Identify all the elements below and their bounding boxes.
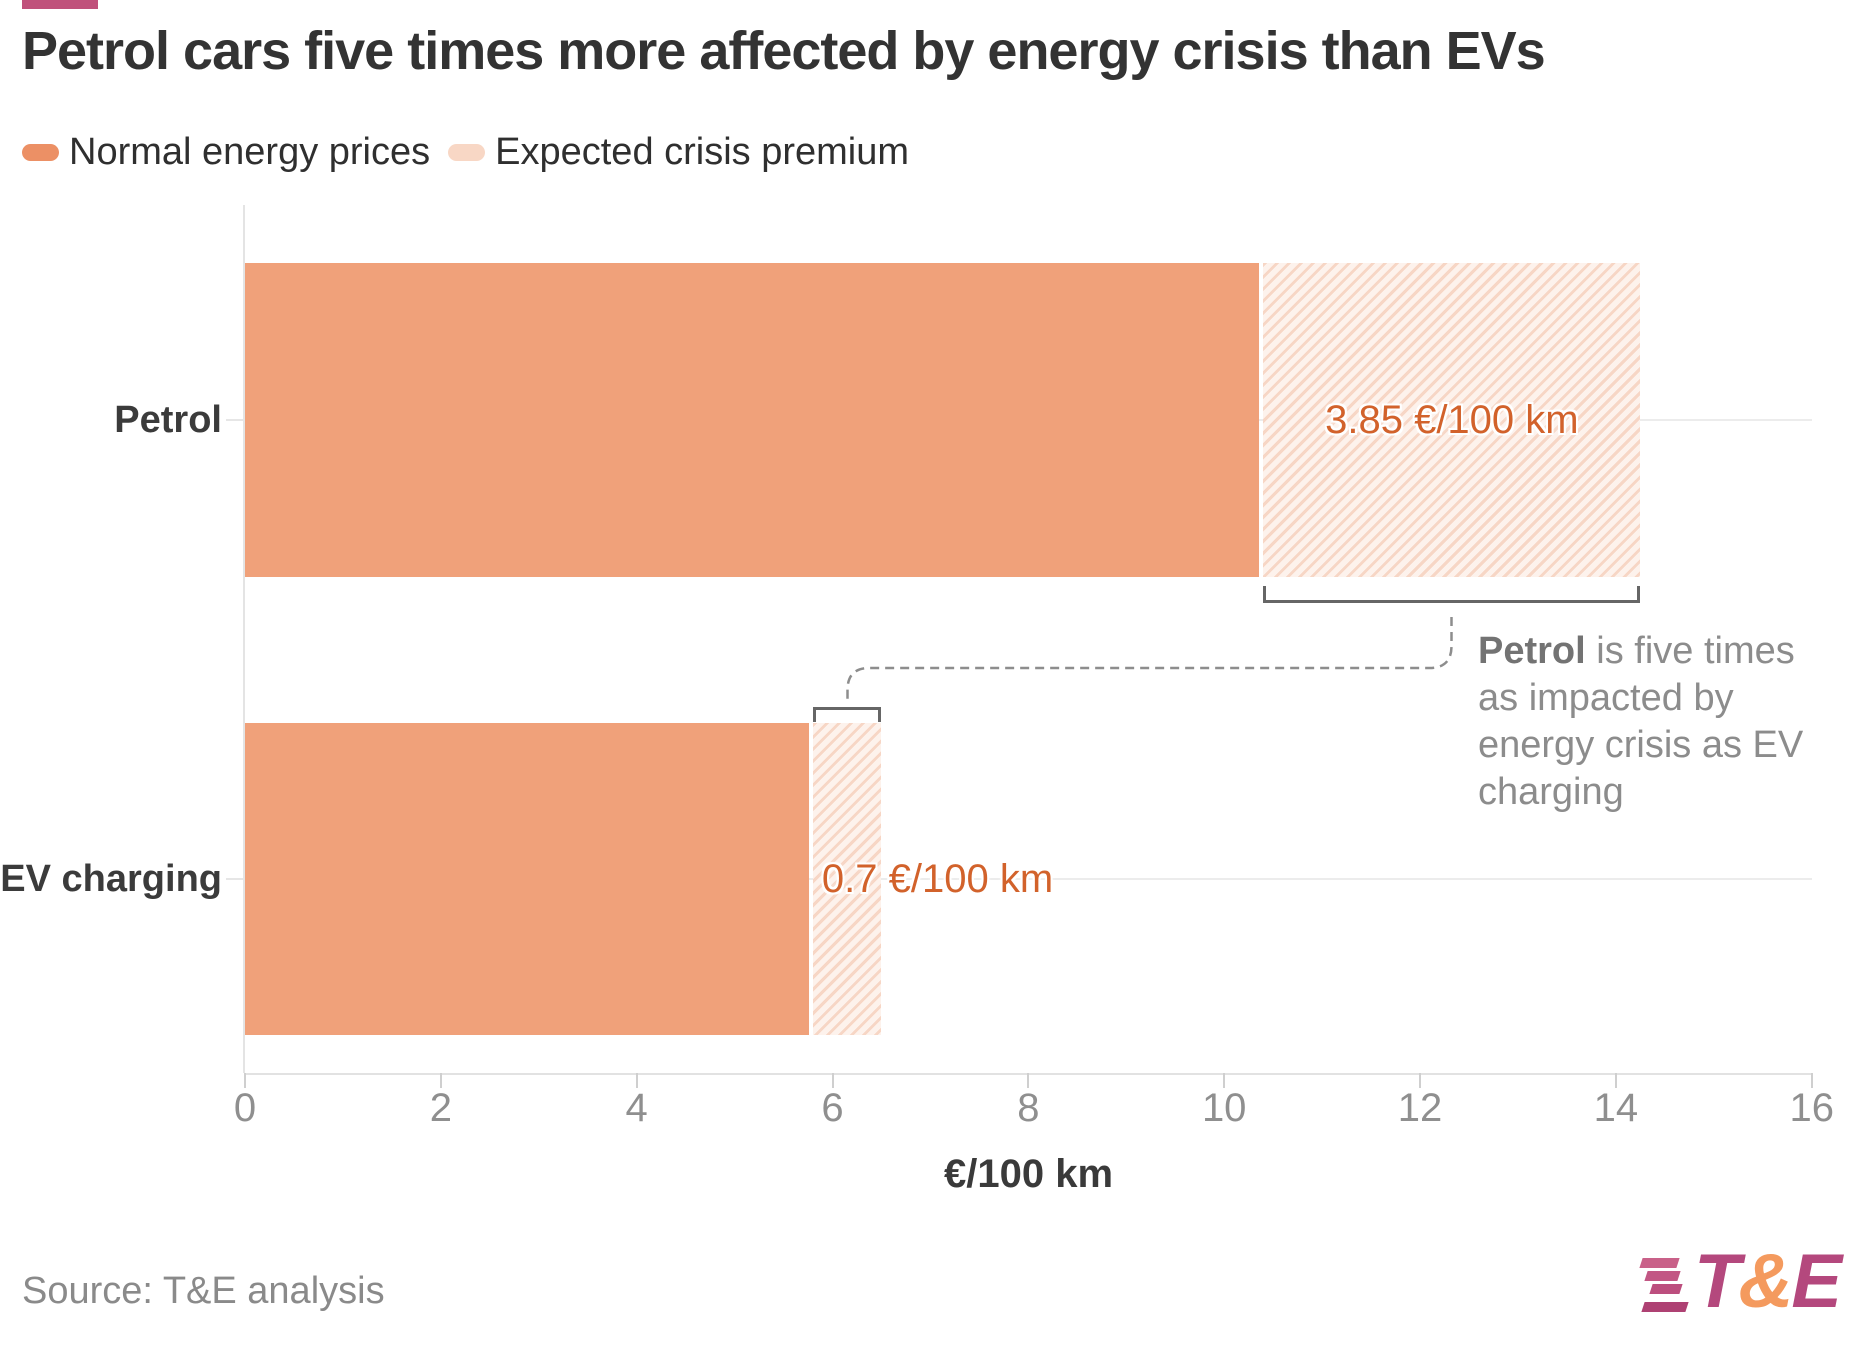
bar-crisis-premium-ev xyxy=(812,723,882,1035)
category-tick xyxy=(226,878,243,880)
logo-letter-e: E xyxy=(1791,1239,1842,1324)
x-tick-label: 16 xyxy=(1789,1086,1834,1130)
x-tick-label: 14 xyxy=(1593,1086,1639,1130)
logo-ampersand: & xyxy=(1738,1239,1793,1324)
legend-swatch-hatched xyxy=(448,144,486,161)
accent-bar xyxy=(22,0,98,9)
bar-normal-price-petrol xyxy=(245,263,1260,577)
x-axis-title: €/100 km xyxy=(943,1152,1114,1196)
x-tick-label: 0 xyxy=(233,1086,257,1130)
legend-item-premium: Expected crisis premium xyxy=(448,131,909,174)
premium-label-ev: 0.7 €/100 km xyxy=(821,857,1054,901)
category-label: Petrol xyxy=(114,399,222,441)
source-note: Source: T&E analysis xyxy=(22,1270,385,1312)
x-tick-mark xyxy=(1223,1073,1226,1088)
logo-text: T&E xyxy=(1694,1244,1842,1320)
logo-letter-t: T xyxy=(1694,1239,1740,1324)
x-tick-mark xyxy=(439,1073,442,1088)
logo-stripes-icon xyxy=(1644,1271,1681,1281)
legend-swatch-solid xyxy=(22,144,59,161)
bar-crisis-premium-petrol xyxy=(1263,263,1641,577)
x-tick-label: 6 xyxy=(821,1086,844,1130)
x-tick-mark xyxy=(635,1073,638,1088)
category-label: EV charging xyxy=(0,858,222,900)
annotation-text: Petrol is five times as impacted by ener… xyxy=(1478,628,1858,816)
annotation-bold-word: Petrol xyxy=(1478,630,1586,672)
ev-premium-bracket xyxy=(812,707,882,722)
chart-title: Petrol cars five times more affected by … xyxy=(22,21,1546,81)
annotation-line3: energy crisis as EV xyxy=(1478,724,1804,766)
legend-label-normal: Normal energy prices xyxy=(69,131,431,173)
x-tick-mark xyxy=(244,1073,246,1088)
x-tick-label: 8 xyxy=(1017,1086,1040,1130)
x-tick-mark xyxy=(1614,1073,1617,1088)
petrol-premium-bracket xyxy=(1263,586,1641,603)
annotation-line1: is five times xyxy=(1585,630,1795,672)
x-tick-mark xyxy=(1810,1073,1813,1088)
legend-label-premium: Expected crisis premium xyxy=(495,131,910,173)
x-tick-mark xyxy=(1419,1073,1422,1088)
x-tick-mark xyxy=(831,1073,834,1088)
logo-stripes-icon xyxy=(1649,1284,1683,1294)
y-axis-line xyxy=(243,205,245,1073)
x-tick-label: 4 xyxy=(625,1086,648,1130)
bar-normal-price-ev xyxy=(245,723,809,1035)
x-tick-label: 12 xyxy=(1397,1086,1443,1130)
annotation-line4: charging xyxy=(1478,771,1624,813)
logo-stripes-icon xyxy=(1639,1258,1680,1268)
logo-stripes-icon xyxy=(1641,1302,1689,1312)
premium-label-petrol: 3.85 €/100 km xyxy=(1325,398,1579,442)
x-tick-mark xyxy=(1027,1073,1030,1088)
x-tick-label: 2 xyxy=(429,1086,452,1130)
legend: Normal energy prices Expected crisis pre… xyxy=(22,131,927,174)
category-tick xyxy=(226,419,243,421)
annotation-line2: as impacted by xyxy=(1478,677,1734,719)
x-tick-label: 10 xyxy=(1201,1086,1247,1130)
row-gridline xyxy=(245,878,1812,880)
legend-item-normal: Normal energy prices xyxy=(22,131,430,174)
